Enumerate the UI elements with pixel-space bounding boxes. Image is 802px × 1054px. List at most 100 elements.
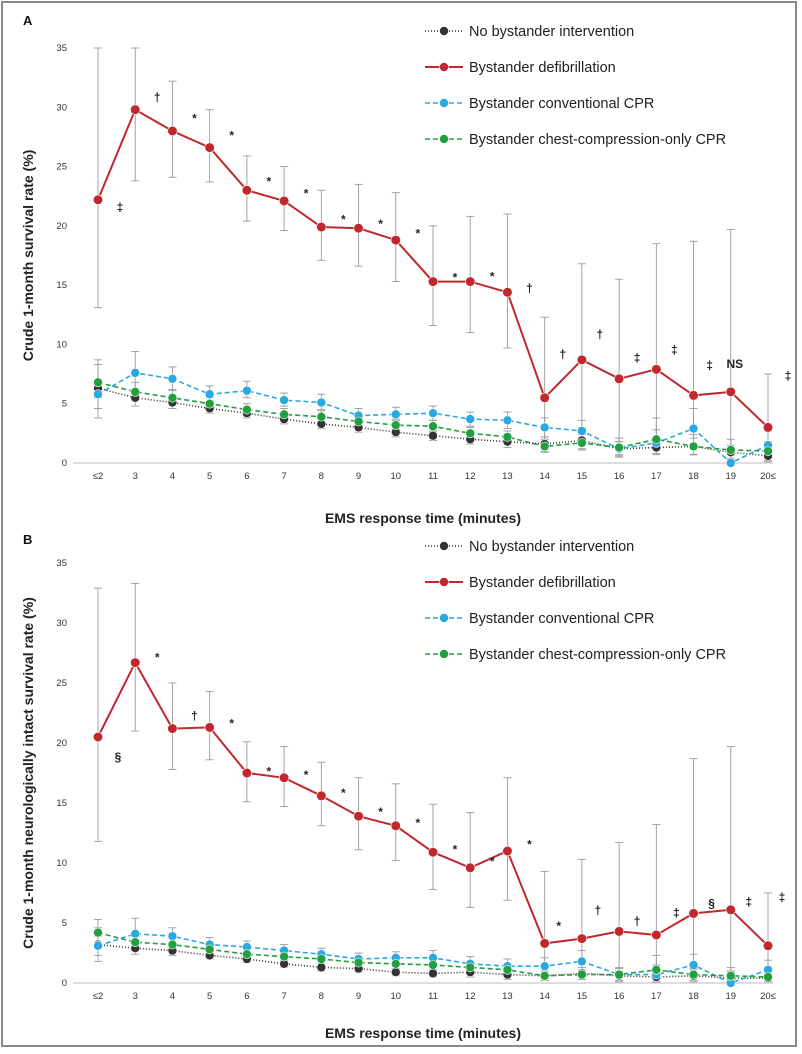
x-tick-label: ≤2 (93, 991, 104, 1002)
data-point (353, 416, 364, 427)
series-bystander-conventional-cpr (93, 928, 773, 988)
data-point (204, 142, 215, 153)
data-point (390, 409, 401, 420)
legend-swatch-marker (439, 613, 449, 623)
significance-mark: ‡ (673, 906, 680, 920)
x-tick-label: 9 (356, 471, 361, 482)
data-point (390, 967, 401, 978)
data-point (725, 970, 736, 981)
x-tick-label: 9 (356, 991, 361, 1002)
legend-entry: No bystander intervention (469, 24, 634, 40)
data-point (688, 390, 699, 401)
data-point (316, 962, 327, 973)
data-point (725, 458, 736, 468)
data-point (316, 790, 327, 801)
data-point (428, 430, 438, 441)
data-point (465, 276, 476, 287)
x-tick-label: ≤2 (93, 471, 104, 482)
significance-mark: * (304, 768, 309, 782)
data-point (167, 374, 178, 384)
significance-mark: † (634, 914, 641, 928)
data-point (614, 969, 624, 980)
x-tick-label: 6 (244, 991, 249, 1002)
data-point (130, 928, 141, 939)
y-tick-label: 30 (56, 618, 67, 629)
series-bystander-chest-compression-only-cpr (93, 927, 773, 982)
data-point (353, 223, 364, 234)
data-point (651, 364, 662, 375)
data-point (241, 767, 252, 779)
x-tick-label: 4 (170, 471, 175, 482)
significance-mark: § (708, 896, 715, 910)
x-tick-label: 5 (207, 471, 212, 482)
x-tick-label: 4 (170, 991, 175, 1002)
data-point (92, 731, 104, 743)
significance-mark: ‡ (706, 358, 713, 372)
y-tick-label: 25 (56, 162, 67, 173)
x-tick-label: 20≤ (760, 471, 776, 482)
significance-mark: * (192, 112, 197, 126)
x-tick-label: 11 (428, 991, 438, 1002)
data-point (167, 392, 178, 403)
significance-mark: * (453, 842, 458, 856)
significance-mark: * (229, 716, 234, 730)
data-point (427, 276, 439, 287)
data-point (576, 354, 587, 365)
x-tick-label: 10 (390, 471, 401, 482)
significance-mark: ‡ (785, 369, 792, 383)
significance-annotations: ‡†*********†††‡‡‡NS‡* (117, 90, 792, 383)
series-bystander-conventional-cpr (93, 368, 773, 468)
data-point (204, 389, 215, 400)
x-tick-label: 12 (465, 471, 476, 482)
data-point (688, 441, 699, 452)
panel-letter: B (23, 532, 32, 547)
y-tick-label: 30 (56, 102, 67, 113)
data-point (241, 185, 252, 196)
significance-mark: * (341, 212, 346, 226)
data-point (93, 927, 103, 938)
legend-entry: Bystander defibrillation (469, 60, 616, 76)
data-point (390, 420, 401, 430)
data-point (465, 962, 476, 973)
x-tick-label: 16 (614, 991, 625, 1002)
data-point (502, 845, 513, 857)
significance-mark: * (490, 854, 495, 868)
y-tick-label: 5 (62, 399, 67, 410)
data-point (390, 234, 401, 246)
legend-entry: No bystander intervention (469, 539, 634, 555)
data-point (167, 939, 178, 950)
data-point (614, 373, 625, 384)
data-point (577, 438, 587, 448)
panel-b: B 0 5 10 15 20 25 30 35 ≤2 3 4 5 6 7 8 9 10 11 12 13 14 15 16 17… (20, 532, 786, 1041)
error-bars (94, 582, 772, 984)
y-tick-label: 35 (56, 43, 67, 54)
legend-entry: Bystander chest-compression-only CPR (469, 647, 726, 663)
significance-mark: ‡ (779, 890, 786, 904)
data-point (539, 970, 550, 981)
data-point (130, 368, 141, 378)
legend-swatch-marker (439, 26, 449, 36)
data-point (390, 820, 401, 831)
significance-mark: † (154, 90, 161, 104)
data-point (167, 931, 178, 942)
significance-mark: * (415, 227, 420, 241)
data-point (577, 426, 587, 436)
data-point (651, 964, 662, 975)
significance-mark: * (267, 175, 272, 189)
data-point (539, 392, 550, 403)
x-tick-label: 20≤ (760, 991, 776, 1002)
y-axis-label: Crude 1-month survival rate (%) (20, 150, 36, 362)
data-point (577, 956, 587, 967)
data-point (465, 428, 476, 439)
data-point (316, 397, 327, 408)
y-tick-label: 20 (56, 221, 67, 232)
x-tick-label: 8 (319, 991, 324, 1002)
y-tick-label: 10 (56, 858, 67, 869)
data-point (688, 960, 699, 970)
x-tick-label: 17 (651, 471, 662, 482)
data-point (688, 969, 699, 980)
significance-mark: * (490, 269, 495, 283)
data-point (93, 389, 103, 400)
data-point (279, 195, 290, 207)
significance-mark: * (267, 764, 272, 778)
